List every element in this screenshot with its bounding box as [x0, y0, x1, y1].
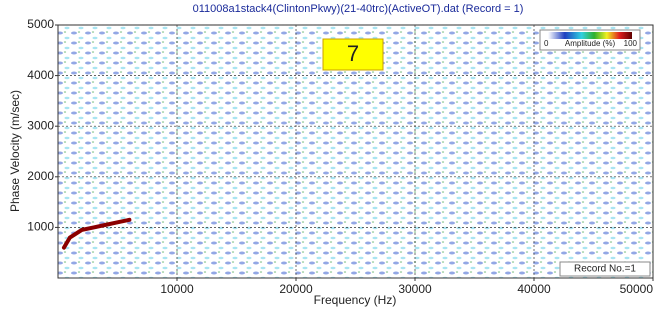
y-tick-label: 3000 [27, 118, 54, 132]
chart-title: 011008a1stack4(ClintonPkwy)(21-40trc)(Ac… [193, 3, 524, 15]
y-tick-label: 1000 [27, 220, 54, 234]
y-tick-label: 5000 [27, 17, 54, 31]
colorbar-label: Amplitude (%) [565, 39, 616, 48]
x-tick-label: 30000 [398, 282, 432, 296]
y-tick-label: 2000 [27, 169, 54, 183]
x-tick-label: 10000 [160, 282, 194, 296]
chart: 011008a1stack4(ClintonPkwy)(21-40trc)(Ac… [0, 0, 661, 313]
record-label: Record No.=1 [574, 264, 636, 275]
colorbar [548, 32, 632, 39]
y-tick-label: 4000 [27, 68, 54, 82]
x-tick-label: 20000 [279, 282, 313, 296]
y-axis-label: Phase Velocity (m/sec) [8, 90, 22, 212]
x-tick-label: 40000 [517, 282, 551, 296]
colorbar-max: 100 [624, 39, 638, 48]
colorbar-min: 0 [544, 39, 549, 48]
x-tick-label: 50000 [620, 282, 654, 296]
x-axis-label: Frequency (Hz) [314, 293, 397, 307]
badge-text: 7 [347, 41, 359, 66]
